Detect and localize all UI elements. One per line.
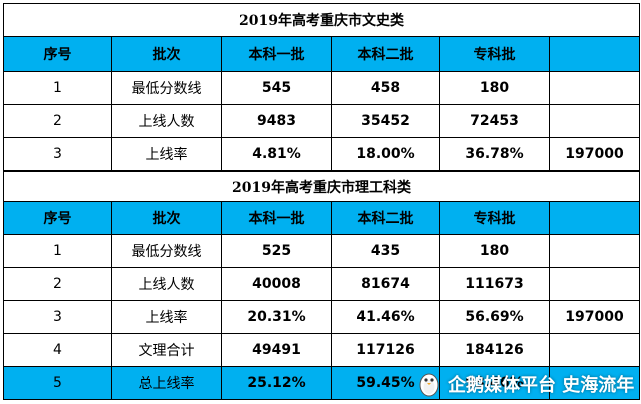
table-row: 3 上线率 20.31% 41.46% 56.69% 197000: [3, 300, 641, 334]
table-cell: 总上线率: [111, 366, 222, 400]
table-cell: 3: [3, 300, 112, 334]
table-cell: [548, 333, 641, 367]
table-cell: 56.69%: [439, 300, 550, 334]
table-cell: 4: [3, 333, 112, 367]
arts-table-title: 2019年高考重庆市文史类: [2, 3, 641, 37]
table-cell: [548, 104, 641, 138]
table-cell: 2: [3, 104, 112, 138]
table-cell: 458: [331, 71, 440, 105]
table-row-total: 5 总上线率 25.12% 59.45% 93.46%: [3, 366, 641, 400]
table-cell: 1: [3, 234, 112, 268]
header-cell: 本科一批: [221, 36, 332, 72]
table-cell: [548, 71, 641, 105]
header-cell: 序号: [3, 36, 112, 72]
table-cell: 上线率: [111, 137, 222, 171]
table-cell: 197000: [548, 300, 641, 334]
table-row: 3 上线率 4.81% 18.00% 36.78% 197000: [3, 137, 641, 171]
table-cell: 文理合计: [111, 333, 222, 367]
table-cell: 最低分数线: [111, 234, 222, 268]
header-cell: 本科二批: [331, 201, 440, 235]
header-cell: 批次: [111, 36, 222, 72]
table-cell: 81674: [331, 267, 440, 301]
table-cell: 93.46%: [439, 366, 550, 400]
table-cell: [548, 234, 641, 268]
table-cell: 49491: [221, 333, 332, 367]
table-cell: 上线人数: [111, 267, 222, 301]
table-cell: 72453: [439, 104, 550, 138]
table-cell: 最低分数线: [111, 71, 222, 105]
table-cell: 25.12%: [221, 366, 332, 400]
table-cell: 3: [3, 137, 112, 171]
header-cell: 批次: [111, 201, 222, 235]
table-row: 4 文理合计 49491 117126 184126: [3, 333, 641, 367]
table-cell: 1: [3, 71, 112, 105]
table-cell: 上线人数: [111, 104, 222, 138]
table-cell: 4.81%: [221, 137, 332, 171]
table-row: 1 最低分数线 545 458 180: [3, 71, 641, 105]
table-cell: 545: [221, 71, 332, 105]
table-cell: 59.45%: [331, 366, 440, 400]
header-cell: 本科二批: [331, 36, 440, 72]
table-cell: 36.78%: [439, 137, 550, 171]
table-cell: 117126: [331, 333, 440, 367]
table-cell: 180: [439, 234, 550, 268]
science-title-row: 2019年高考重庆市理工科类: [2, 171, 641, 202]
table-row: 2 上线人数 9483 35452 72453: [3, 104, 641, 138]
header-cell: 序号: [3, 201, 112, 235]
science-header-row: 序号 批次 本科一批 本科二批 专科批: [3, 201, 641, 235]
table-cell: 5: [3, 366, 112, 400]
table-cell: 上线率: [111, 300, 222, 334]
science-table-title: 2019年高考重庆市理工科类: [2, 171, 641, 202]
table-cell: 111673: [439, 267, 550, 301]
table-cell: 18.00%: [331, 137, 440, 171]
table-row: 2 上线人数 40008 81674 111673: [3, 267, 641, 301]
header-cell: [548, 201, 641, 235]
table-cell: 9483: [221, 104, 332, 138]
table-cell: 525: [221, 234, 332, 268]
table-cell: [548, 366, 641, 400]
table-cell: 435: [331, 234, 440, 268]
header-cell: 专科批: [439, 36, 550, 72]
arts-header-row: 序号 批次 本科一批 本科二批 专科批: [3, 36, 641, 72]
arts-table: 2019年高考重庆市文史类 序号 批次 本科一批 本科二批 专科批 1 最低分数…: [2, 3, 641, 171]
table-cell: 35452: [331, 104, 440, 138]
table-cell: 2: [3, 267, 112, 301]
table-row: 1 最低分数线 525 435 180: [3, 234, 641, 268]
header-cell: 专科批: [439, 201, 550, 235]
science-table: 2019年高考重庆市理工科类 序号 批次 本科一批 本科二批 专科批 1 最低分…: [2, 171, 641, 400]
table-cell: 180: [439, 71, 550, 105]
table-cell: 20.31%: [221, 300, 332, 334]
arts-title-row: 2019年高考重庆市文史类: [2, 3, 641, 37]
header-cell: [548, 36, 641, 72]
table-cell: 184126: [439, 333, 550, 367]
table-cell: 41.46%: [331, 300, 440, 334]
table-cell: 197000: [548, 137, 641, 171]
table-cell: 40008: [221, 267, 332, 301]
header-cell: 本科一批: [221, 201, 332, 235]
table-cell: [548, 267, 641, 301]
